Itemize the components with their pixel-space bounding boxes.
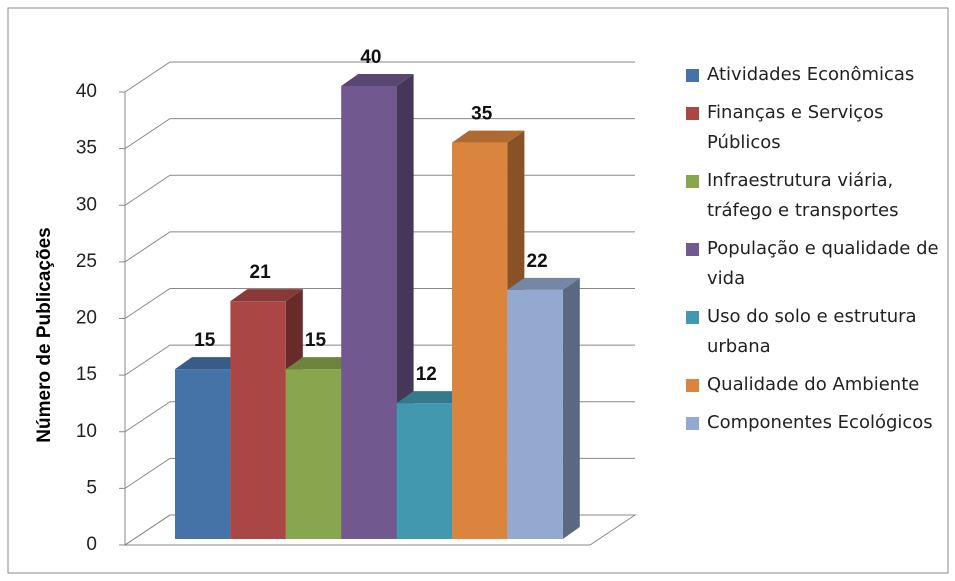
bar-top: [452, 130, 525, 143]
data-label: 35: [471, 104, 493, 125]
legend-label: População e qualidade de vida: [707, 238, 939, 289]
legend-swatch: [686, 417, 699, 430]
y-tick-label: 5: [86, 477, 97, 498]
y-tick-label: 30: [76, 194, 97, 215]
bar: [285, 369, 342, 539]
legend-item: Uso do solo e estrutura urbana: [686, 302, 946, 362]
bar: [396, 403, 452, 539]
legend-swatch: [686, 175, 699, 188]
legend-item: Atividades Econômicas: [686, 60, 946, 90]
y-tick-label: 15: [76, 364, 97, 385]
legend-item: Componentes Ecológicos: [686, 408, 946, 438]
bar: [175, 369, 231, 539]
legend-item: População e qualidade de vida: [686, 234, 946, 294]
data-label: 12: [416, 364, 437, 385]
legend-swatch: [686, 69, 699, 82]
bar-top: [175, 357, 248, 370]
legend-label: Qualidade do Ambiente: [707, 374, 920, 395]
y-axis-label: Número de Publicações: [34, 227, 55, 442]
legend: Atividades Econômicas Finanças e Serviços…: [686, 60, 946, 438]
legend-swatch: [686, 311, 699, 324]
y-tick-label: 40: [76, 81, 97, 102]
bar-top: [230, 289, 303, 302]
legend-label: Componentes Ecológicos: [707, 412, 933, 433]
y-tick-label: 25: [76, 251, 97, 272]
bar-side: [562, 277, 580, 539]
legend-swatch: [686, 379, 699, 392]
data-label: 21: [250, 262, 272, 283]
legend-swatch: [686, 243, 699, 256]
y-tick-label: 0: [86, 534, 97, 555]
legend-swatch: [686, 107, 699, 120]
data-label: 15: [194, 330, 216, 351]
bar: [452, 142, 508, 539]
data-label: 22: [527, 251, 548, 272]
bar: [507, 289, 563, 539]
legend-item: Finanças e Serviços Públicos: [686, 98, 946, 158]
bar-top: [396, 391, 469, 404]
bar-top: [285, 357, 359, 370]
data-label: 15: [305, 330, 327, 351]
legend-item: Qualidade do Ambiente: [686, 370, 946, 400]
grid-line: [124, 61, 635, 93]
bar: [230, 301, 286, 539]
legend-label: Uso do solo e estrutura urbana: [707, 306, 917, 357]
legend-item: Infraestrutura viária, tráfego e transpo…: [686, 166, 946, 226]
bar-top: [507, 277, 580, 290]
legend-label: Atividades Econômicas: [707, 64, 915, 85]
legend-label: Infraestrutura viária, tráfego e transpo…: [707, 170, 899, 221]
bar-top: [341, 74, 414, 86]
y-tick-label: 35: [76, 138, 97, 159]
y-tick-label: 10: [76, 421, 97, 442]
data-label: 40: [360, 47, 381, 68]
grid-line: [124, 118, 635, 150]
legend-label: Finanças e Serviços Públicos: [707, 102, 884, 153]
bar: [341, 86, 397, 539]
y-tick-label: 20: [76, 308, 97, 329]
